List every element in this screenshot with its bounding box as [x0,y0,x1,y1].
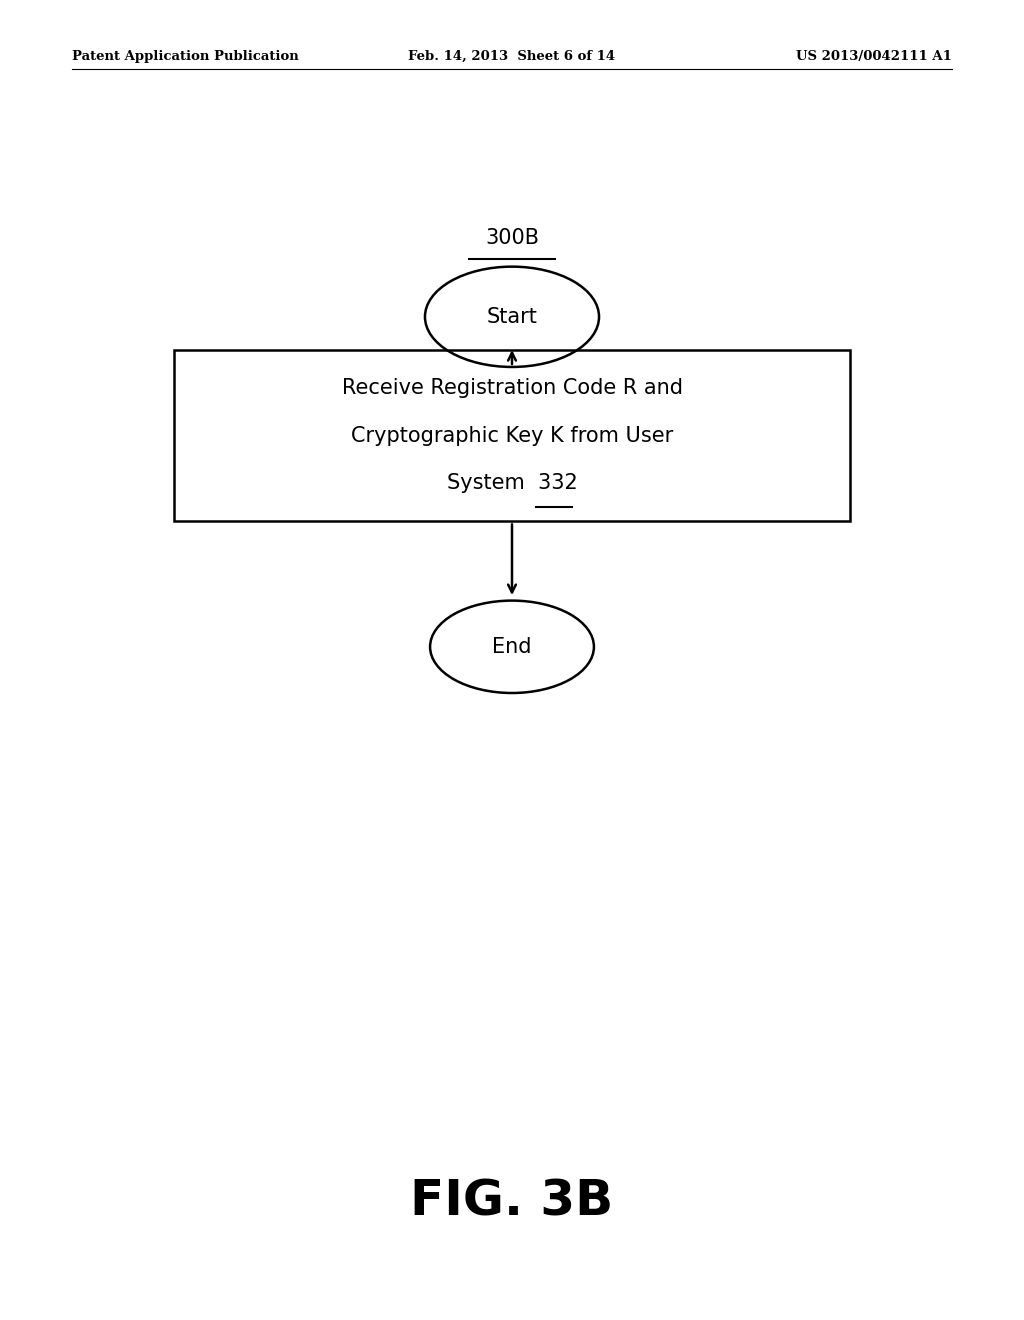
Text: End: End [493,636,531,657]
Text: Receive Registration Code R and: Receive Registration Code R and [341,378,683,399]
Text: US 2013/0042111 A1: US 2013/0042111 A1 [797,50,952,63]
Bar [174,350,850,521]
Text: Patent Application Publication: Patent Application Publication [72,50,298,63]
Text: Feb. 14, 2013  Sheet 6 of 14: Feb. 14, 2013 Sheet 6 of 14 [409,50,615,63]
Text: Cryptographic Key K from User: Cryptographic Key K from User [351,425,673,446]
Text: 300B: 300B [485,227,539,248]
Text: Start: Start [486,306,538,327]
Text: System  332: System 332 [446,473,578,494]
Text: FIG. 3B: FIG. 3B [411,1177,613,1225]
